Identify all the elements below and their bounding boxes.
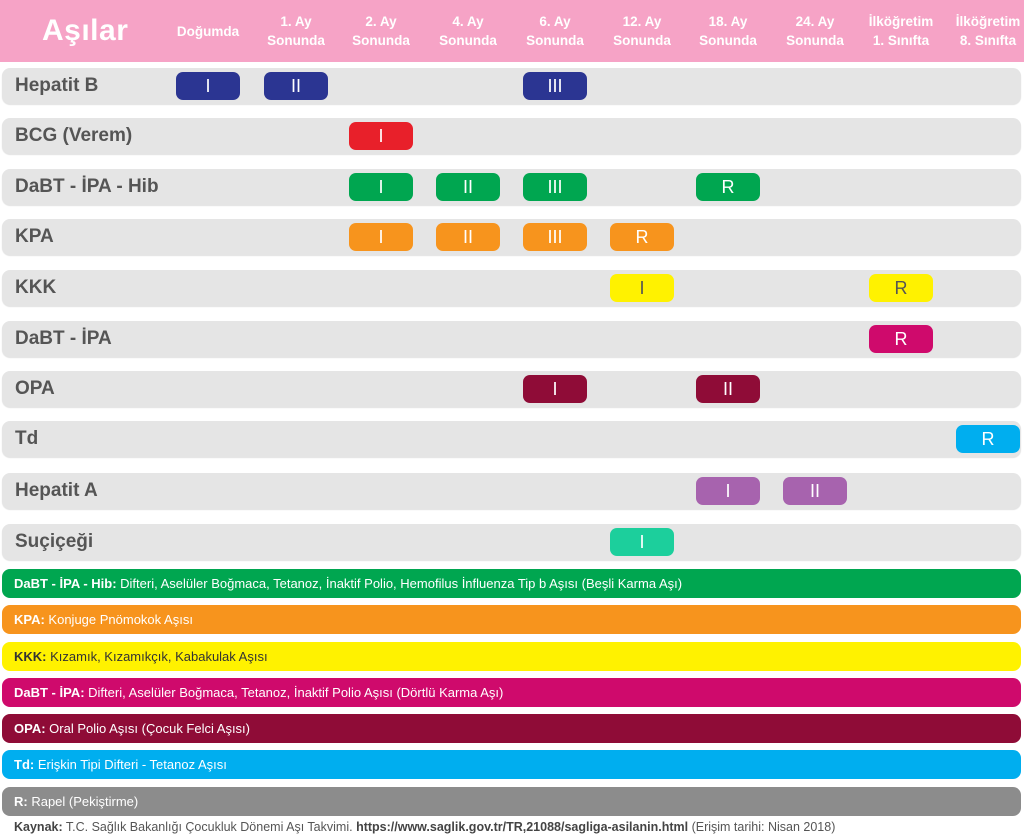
vaccine-row: BCG (Verem) I	[2, 118, 1021, 154]
legend-description: Oral Polio Aşısı (Çocuk Felci Aşısı)	[45, 721, 250, 736]
dose-badge: I	[696, 477, 760, 505]
column-header-9: İlköğretim 1. Sınıfta	[856, 0, 946, 62]
legend-description: Rapel (Pekiştirme)	[27, 794, 139, 809]
legend-abbreviation: Td:	[14, 757, 35, 772]
dose-badge: I	[176, 72, 240, 100]
vaccine-row: KPA I II III R	[2, 219, 1021, 255]
column-header-5: 6. Ay Sonunda	[510, 0, 600, 62]
column-header-line1: İlköğretim	[955, 14, 1021, 29]
vaccine-name: BCG (Verem)	[15, 125, 133, 146]
column-header-line2: Sonunda	[526, 33, 584, 48]
column-header-line2: Sonunda	[786, 33, 844, 48]
column-header-line1: 12. Ay	[622, 14, 662, 29]
column-header-3: 2. Ay Sonunda	[336, 0, 426, 62]
legend-description: Konjuge Pnömokok Aşısı	[44, 612, 193, 627]
vaccine-name: DaBT - İPA - Hib	[15, 176, 159, 197]
vaccine-row: Hepatit B I II III	[2, 68, 1021, 104]
legend-item: Td: Erişkin Tipi Difteri - Tetanoz Aşısı	[2, 750, 1021, 779]
column-header-line2: Sonunda	[613, 33, 671, 48]
vaccine-name: OPA	[15, 378, 55, 399]
table-header: Aşılar Doğumda 1. Ay Sonunda 2. Ay Sonunda 4.…	[0, 0, 1024, 62]
column-header-line2: Sonunda	[439, 33, 497, 48]
dose-badge: I	[610, 274, 674, 302]
dose-badge: II	[783, 477, 847, 505]
dose-badge: R	[869, 325, 933, 353]
column-header-2: 1. Ay Sonunda	[251, 0, 341, 62]
legend-item: DaBT - İPA - Hib: Difteri, Aselüler Boğm…	[2, 569, 1021, 598]
dose-badge: I	[610, 528, 674, 556]
vaccine-row: Hepatit A I II	[2, 473, 1021, 509]
column-header-line2: Sonunda	[352, 33, 410, 48]
column-header-line1: 18. Ay	[708, 14, 748, 29]
dose-badge: II	[436, 223, 500, 251]
dose-badge: III	[523, 72, 587, 100]
dose-badge: R	[610, 223, 674, 251]
legend-item: KPA: Konjuge Pnömokok Aşısı	[2, 605, 1021, 634]
column-header-7: 18. Ay Sonunda	[683, 0, 773, 62]
dose-badge: R	[956, 425, 1020, 453]
column-header-line1: İlköğretim	[868, 14, 934, 29]
vaccine-name: DaBT - İPA	[15, 328, 112, 349]
column-header-line2: Sonunda	[699, 33, 757, 48]
legend-abbreviation: KPA:	[14, 612, 45, 627]
dose-badge: III	[523, 223, 587, 251]
dose-badge: I	[349, 122, 413, 150]
dose-badge: R	[696, 173, 760, 201]
column-header-line1: 2. Ay	[365, 14, 397, 29]
source-text: T.C. Sağlık Bakanlığı Çocukluk Dönemi Aş…	[62, 820, 357, 834]
legend-description: Kızamık, Kızamıkçık, Kabakulak Aşısı	[46, 649, 268, 664]
column-header-line1: 4. Ay	[452, 14, 484, 29]
column-header-line2: 8. Sınıfta	[959, 33, 1017, 48]
source-note: (Erişim tarihi: Nisan 2018)	[688, 820, 836, 834]
column-header-line1: 24. Ay	[795, 14, 835, 29]
legend-item: OPA: Oral Polio Aşısı (Çocuk Felci Aşısı…	[2, 714, 1021, 743]
dose-badge: II	[696, 375, 760, 403]
legend-abbreviation: DaBT - İPA - Hib:	[14, 576, 117, 591]
legend-item: KKK: Kızamık, Kızamıkçık, Kabakulak Aşıs…	[2, 642, 1021, 671]
dose-badge: I	[349, 173, 413, 201]
vaccine-name: Hepatit A	[15, 480, 98, 501]
dose-badge: I	[523, 375, 587, 403]
legend-item: DaBT - İPA: Difteri, Aselüler Boğmaca, T…	[2, 678, 1021, 707]
dose-badge: II	[436, 173, 500, 201]
vaccine-name: Td	[15, 428, 39, 449]
vaccine-name: Suçiçeği	[15, 531, 94, 552]
vaccine-row: DaBT - İPA - Hib I II III R	[2, 169, 1021, 205]
vaccine-name: Hepatit B	[15, 75, 99, 96]
legend-abbreviation: KKK:	[14, 649, 47, 664]
column-header-4: 4. Ay Sonunda	[423, 0, 513, 62]
source-citation: Kaynak: T.C. Sağlık Bakanlığı Çocukluk D…	[14, 820, 835, 834]
legend-abbreviation: OPA:	[14, 721, 46, 736]
legend-description: Difteri, Aselüler Boğmaca, Tetanoz, İnak…	[84, 685, 504, 700]
legend-item: R: Rapel (Pekiştirme)	[2, 787, 1021, 816]
column-header-line2: 1. Sınıfta	[872, 33, 930, 48]
vaccine-row: Suçiçeği I	[2, 524, 1021, 560]
dose-badge: I	[349, 223, 413, 251]
legend-abbreviation: DaBT - İPA:	[14, 685, 85, 700]
source-url[interactable]: https://www.saglik.gov.tr/TR,21088/sagli…	[356, 820, 689, 834]
column-header-6: 12. Ay Sonunda	[597, 0, 687, 62]
source-label: Kaynak:	[14, 820, 63, 834]
vaccine-row: Td R	[2, 421, 1021, 457]
vaccine-row: OPA I II	[2, 371, 1021, 407]
dose-badge: III	[523, 173, 587, 201]
legend-description: Erişkin Tipi Difteri - Tetanoz Aşısı	[34, 757, 227, 772]
legend-description: Difteri, Aselüler Boğmaca, Tetanoz, İnak…	[116, 576, 683, 591]
vaccine-row: KKK I R	[2, 270, 1021, 306]
vaccine-name: KPA	[15, 226, 54, 247]
column-header-line1: 6. Ay	[539, 14, 571, 29]
legend-abbreviation: R:	[14, 794, 28, 809]
column-header-10: İlköğretim 8. Sınıfta	[943, 0, 1024, 62]
dose-badge: R	[869, 274, 933, 302]
vaccine-row: DaBT - İPA R	[2, 321, 1021, 357]
column-header-1: Doğumda	[163, 0, 253, 62]
dose-badge: II	[264, 72, 328, 100]
column-header-line1: Doğumda	[176, 23, 240, 39]
column-header-line2: Sonunda	[267, 33, 325, 48]
header-title: Aşılar	[42, 14, 129, 47]
vaccine-name: KKK	[15, 277, 57, 298]
column-header-8: 24. Ay Sonunda	[770, 0, 860, 62]
column-header-line1: 1. Ay	[280, 14, 312, 29]
